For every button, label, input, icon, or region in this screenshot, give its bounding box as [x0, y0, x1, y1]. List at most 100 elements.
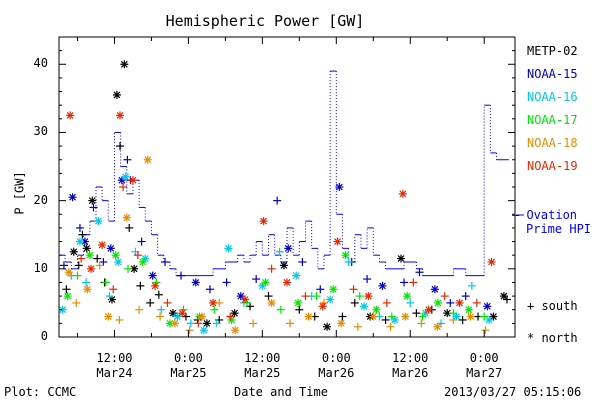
point-metp-02-north: [323, 322, 332, 331]
legend-noaa16: NOAA-16: [527, 90, 578, 104]
point-metp-02-south: [295, 305, 304, 314]
y-ticks: [59, 50, 515, 338]
point-noaa-15-north: [335, 183, 344, 191]
point-noaa-15-south: [75, 223, 84, 232]
legend-marker-north: * north: [527, 331, 578, 345]
point-metp-02-north: [397, 254, 405, 263]
point-metp-02-north: [202, 319, 211, 328]
point-noaa-16-north: [292, 271, 301, 280]
point-metp-02-south: [78, 230, 87, 239]
point-metp-02-south: [181, 312, 190, 321]
point-metp-02-south: [146, 298, 155, 307]
point-noaa-19-north: [66, 111, 75, 120]
point-noaa-16-north: [94, 217, 103, 226]
point-noaa-16-south: [406, 298, 415, 307]
legend-metp02: METP-02: [527, 44, 578, 58]
point-noaa-18-south: [417, 319, 426, 328]
point-noaa-16-south: [105, 292, 114, 301]
plot-frame: [58, 36, 516, 338]
point-metp-02-south: [62, 285, 71, 294]
point-metp-02-south: [350, 298, 359, 307]
point-metp-02-south: [125, 223, 134, 232]
point-metp-02-north: [88, 196, 97, 205]
point-noaa-15-north: [68, 193, 77, 202]
point-noaa-15-north: [80, 237, 89, 246]
point-noaa-15-north: [378, 281, 387, 290]
point-noaa-17-south: [480, 312, 489, 321]
point-noaa-16-south: [344, 258, 353, 266]
point-noaa-16-north: [326, 295, 335, 304]
point-metp-02-south: [154, 290, 163, 299]
point-noaa-16-north: [114, 258, 123, 266]
point-metp-02-north: [169, 309, 177, 318]
point-noaa-17-north: [403, 292, 412, 301]
point-noaa-18-south: [449, 315, 458, 324]
point-noaa-19-north: [128, 176, 137, 185]
point-noaa-16-south: [437, 319, 446, 328]
point-noaa-17-north: [464, 305, 473, 314]
point-noaa-17-south: [73, 271, 82, 280]
point-noaa-16-north: [224, 244, 233, 253]
point-metp-02-south: [458, 315, 467, 324]
point-noaa-18-south: [115, 315, 124, 324]
point-noaa-19-north: [209, 298, 218, 307]
x-tick-time-label: 12:00: [96, 351, 133, 365]
point-noaa-19-north: [151, 281, 160, 290]
point-noaa-16-north: [199, 326, 208, 335]
point-noaa-18-north: [304, 312, 313, 321]
point-metp-02-south: [264, 292, 273, 301]
y-tick-label: 30: [33, 124, 48, 139]
point-noaa-15-north: [284, 244, 293, 253]
point-noaa-19-north: [424, 305, 433, 314]
x-tick-time-label: 0:00: [173, 351, 203, 365]
point-noaa-15-south: [298, 258, 307, 266]
point-noaa-15-south: [177, 271, 186, 280]
point-noaa-18-south: [95, 261, 104, 270]
point-noaa-16-south: [82, 278, 91, 287]
point-noaa-19-south: [194, 319, 203, 328]
point-noaa-18-north: [122, 213, 131, 222]
legend-ovation: — Ovation Prime HPI: [512, 208, 591, 236]
point-noaa-19-north: [98, 240, 107, 249]
point-noaa-15-north: [430, 285, 439, 294]
point-noaa-15-north: [483, 302, 492, 311]
point-noaa-15-south: [316, 285, 325, 294]
point-noaa-16-north: [360, 302, 369, 311]
x-ticks: [76, 37, 485, 337]
point-noaa-16-north: [258, 281, 267, 290]
point-noaa-18-north: [170, 319, 179, 328]
point-noaa-19-south: [119, 183, 128, 191]
point-noaa-17-south: [276, 305, 285, 314]
point-noaa-16-north: [173, 312, 182, 321]
point-noaa-19-south: [109, 285, 118, 294]
point-noaa-18-north: [401, 312, 410, 321]
point-noaa-17-north: [138, 258, 147, 266]
point-metp-02-north: [120, 60, 129, 69]
point-noaa-18-south: [353, 322, 362, 331]
point-noaa-17-south: [418, 312, 427, 321]
point-noaa-18-north: [267, 298, 276, 307]
point-noaa-18-north: [104, 312, 113, 321]
point-noaa-18-north: [231, 326, 240, 335]
point-noaa-17-south: [210, 305, 219, 314]
point-noaa-19-north: [398, 189, 407, 198]
x-tick-date-label: Mar24: [96, 366, 133, 380]
point-noaa-16-north: [485, 315, 494, 324]
legend-noaa19: NOAA-19: [527, 159, 578, 173]
point-noaa-19-north: [333, 237, 342, 246]
legend-ovation-line2: Prime HPI: [526, 222, 592, 236]
point-noaa-15-south: [160, 258, 169, 266]
point-noaa-17-north: [111, 251, 120, 260]
point-noaa-17-south: [449, 309, 458, 318]
plot-source: Plot: CCMC: [4, 385, 77, 399]
point-metp-02-north: [82, 244, 91, 253]
point-noaa-19-north: [283, 278, 291, 287]
point-noaa-16-north: [121, 172, 130, 181]
point-noaa-17-north: [372, 305, 381, 314]
point-metp-02-south: [136, 281, 145, 290]
ovation-hpi-layer: [60, 70, 524, 277]
point-noaa-17-south: [387, 312, 396, 321]
point-noaa-18-north: [369, 312, 378, 321]
point-noaa-19-north: [259, 217, 268, 226]
point-noaa-17-north: [294, 298, 303, 307]
